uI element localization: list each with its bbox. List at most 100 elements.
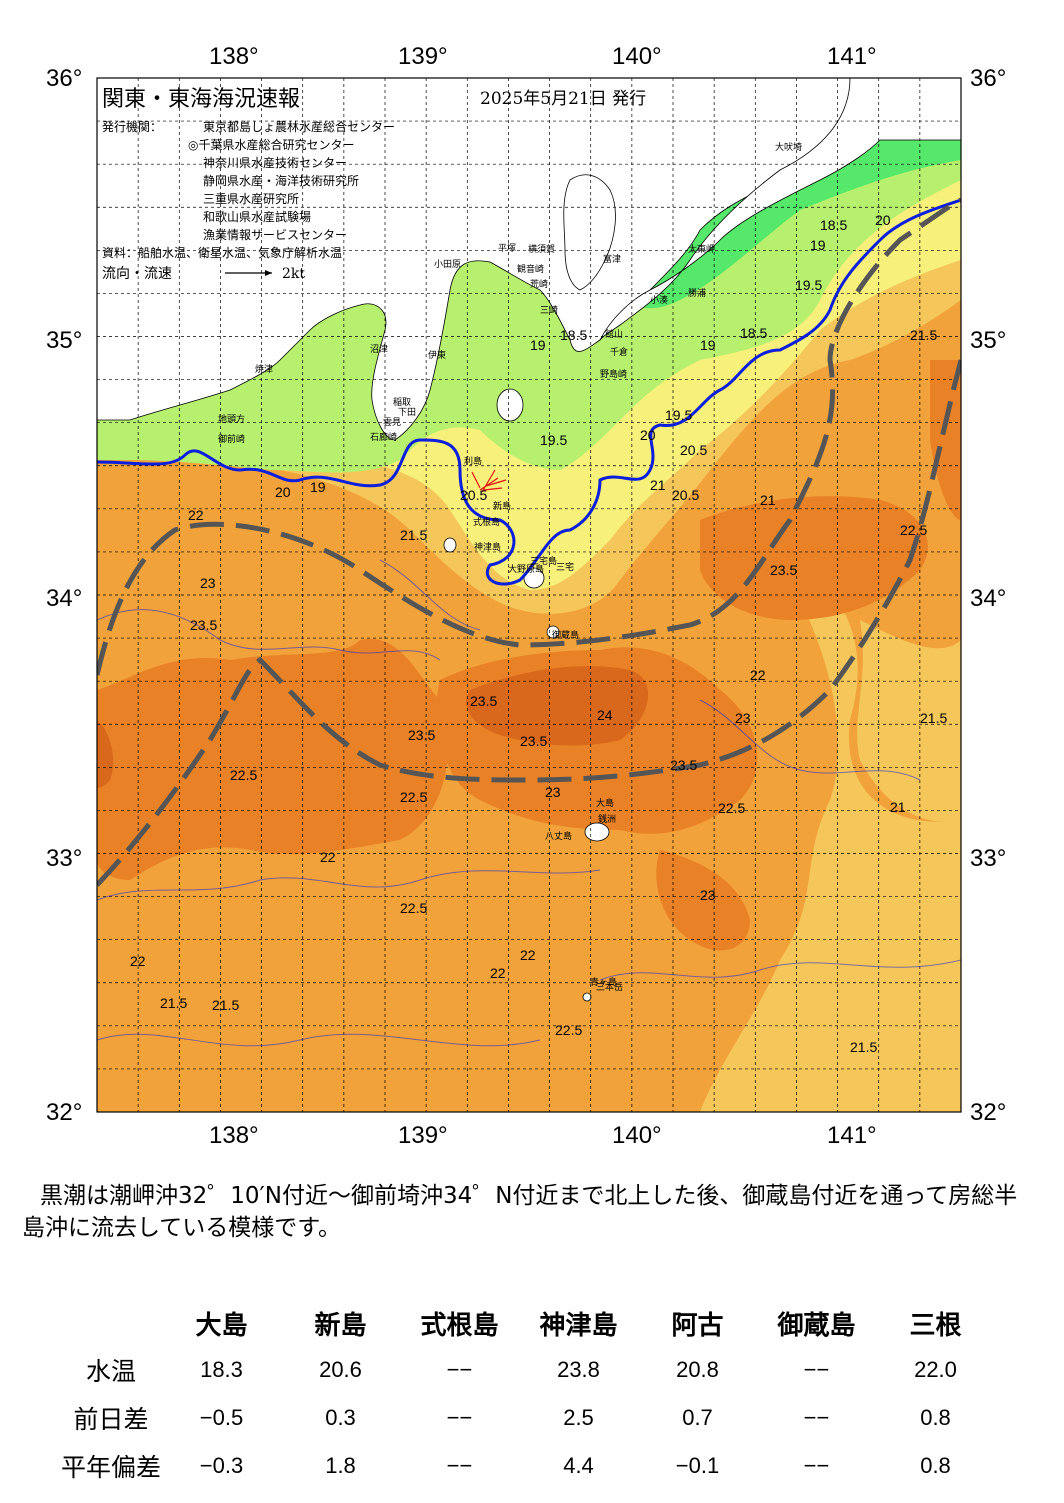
contour-label: 22 bbox=[490, 965, 506, 981]
place-name: 八丈島 bbox=[545, 830, 572, 841]
table-cell: 0.8 bbox=[920, 1453, 951, 1478]
place-name: 伊東 bbox=[428, 349, 446, 360]
place-name: 新島 bbox=[493, 500, 511, 511]
map-border bbox=[96, 77, 962, 1113]
table-cell: 4.4 bbox=[563, 1453, 594, 1478]
kuroshio-axis bbox=[97, 197, 961, 676]
contour-label: 18.5 bbox=[740, 325, 767, 341]
table-cell: 20.8 bbox=[676, 1357, 719, 1382]
lat-lon-grid bbox=[97, 78, 961, 1112]
contour-label: 23.5 bbox=[770, 562, 797, 578]
latitude-label: 35° bbox=[46, 327, 82, 354]
table-cell: 22.0 bbox=[914, 1357, 957, 1382]
place-name: 稲取 bbox=[393, 396, 411, 407]
contour-label: 21.5 bbox=[212, 997, 239, 1013]
place-name: 地頭方 bbox=[218, 413, 245, 424]
tokyo-bay bbox=[563, 174, 616, 291]
temp-band-24-west bbox=[97, 720, 114, 788]
contour-label: 19.5 bbox=[665, 407, 692, 423]
station-header: 御蔵島 bbox=[777, 1310, 856, 1341]
station-header: 新島 bbox=[314, 1310, 367, 1341]
table-cell: 18.3 bbox=[200, 1357, 243, 1382]
current-arrow bbox=[471, 471, 481, 489]
map-svg: 18.5 18.5 18.5 19 19 19 19 19.5 19.5 19.5 20 20 20 20… bbox=[46, 43, 1006, 1149]
data-source: 資料：船舶水温、衛星水温、気象庁解析水温 bbox=[102, 245, 342, 260]
issue-date: 2025年5月21日 発行 bbox=[480, 89, 646, 109]
contour-label: 22.5 bbox=[230, 767, 257, 783]
contour-label: 21 bbox=[760, 492, 776, 508]
station-table: 大島 新島 式根島 神津島 阿古 御蔵島 三根 水温 18.3 20.6 −− 23.8 20.8 −−… bbox=[60, 1300, 995, 1490]
latitude-label: 34° bbox=[970, 585, 1006, 612]
table-row: 前日差 −0.5 0.3 −− 2.5 0.7 −− 0.8 bbox=[60, 1394, 995, 1442]
table-row: 平年偏差 −0.3 1.8 −− 4.4 −0.1 −− 0.8 bbox=[60, 1442, 995, 1490]
station-table-body: 水温 18.3 20.6 −− 23.8 20.8 −− 22.0 前日差 −0.5 0.3 −− 2.… bbox=[60, 1346, 995, 1490]
place-name: 太東岬 bbox=[688, 243, 715, 254]
contour-label: 22 bbox=[130, 953, 146, 969]
place-name: 勝浦 bbox=[688, 287, 706, 298]
place-name: 下田 bbox=[398, 407, 416, 417]
contour-line bbox=[599, 959, 961, 981]
place-name: 青ヶ島 bbox=[590, 976, 617, 987]
contour-label: 22 bbox=[520, 947, 536, 963]
table-cell: 0.7 bbox=[682, 1405, 713, 1430]
table-corner bbox=[60, 1300, 162, 1346]
row-label: 前日差 bbox=[73, 1405, 149, 1434]
sea-temperature-map: 18.5 18.5 18.5 19 19 19 19 19.5 19.5 19.5 20 20 20 20… bbox=[46, 43, 1006, 1149]
longitude-label: 138° bbox=[209, 1122, 259, 1149]
table-cell: 23.8 bbox=[557, 1357, 600, 1382]
place-name: 三崎 bbox=[540, 304, 558, 315]
table-cell: 0.8 bbox=[920, 1405, 951, 1430]
place-name: 小湊 bbox=[650, 294, 668, 305]
table-row: 水温 18.3 20.6 −− 23.8 20.8 −− 22.0 bbox=[60, 1346, 995, 1394]
place-name: 御前崎 bbox=[218, 433, 245, 444]
place-name: 荒崎 bbox=[530, 278, 548, 289]
contour-label: 22 bbox=[188, 507, 204, 523]
map-title: 関東・東海海況速報 bbox=[102, 87, 300, 112]
contour-line bbox=[97, 869, 601, 901]
table-cell: −0.3 bbox=[199, 1453, 244, 1478]
place-name: 小田原 bbox=[434, 259, 461, 269]
issuer-name: 静岡県水産・海洋技術研究所 bbox=[203, 173, 359, 188]
place-name: 銭洲 bbox=[598, 813, 616, 824]
contour-label: 24 bbox=[597, 707, 613, 723]
contour-label: 23.5 bbox=[670, 757, 697, 773]
issuer-list: 東京都島しょ農林水産総合センター ◎千葉県水産総合研究センター神奈川県水産技術セン… bbox=[188, 119, 395, 242]
contour-label: 21.5 bbox=[920, 710, 947, 726]
longitude-label: 140° bbox=[612, 43, 662, 70]
place-name: 館山 bbox=[605, 328, 623, 339]
place-name: 横須賀 bbox=[528, 243, 555, 254]
issuer-name: 神奈川県水産技術センター bbox=[203, 155, 347, 170]
place-name: 神津島 bbox=[474, 541, 501, 552]
longitude-labels-top: 138° 139° 140° 141° bbox=[209, 43, 877, 70]
contour-label: 23.5 bbox=[408, 727, 435, 743]
place-name: 利島 bbox=[464, 455, 482, 466]
temp-band-23-east-edge bbox=[930, 360, 961, 520]
contour-label: 22.5 bbox=[400, 900, 427, 916]
current-vectors bbox=[471, 469, 507, 493]
contour-line bbox=[97, 1033, 541, 1047]
longitude-label: 141° bbox=[827, 43, 877, 70]
place-name: 三宅島 bbox=[530, 555, 557, 566]
latitude-label: 33° bbox=[46, 845, 82, 872]
contour-label: 23 bbox=[200, 575, 216, 591]
station-header: 阿古 bbox=[671, 1310, 724, 1341]
niijima-island bbox=[443, 537, 457, 553]
contour-label: 21.5 bbox=[850, 1039, 877, 1055]
contour-label: 20 bbox=[275, 484, 291, 500]
place-name: 式根島 bbox=[473, 516, 500, 527]
summary-text: 黒潮は潮岬沖32゜10′N付近～御前埼沖34゜N付近まで北上した後、御蔵島付近を… bbox=[22, 1183, 1018, 1241]
place-name: 大野原島 bbox=[508, 563, 544, 574]
arrowhead-icon bbox=[265, 270, 272, 276]
temp-band-21-east bbox=[700, 560, 961, 1112]
latitude-label: 32° bbox=[970, 1099, 1006, 1126]
latitude-label: 32° bbox=[46, 1099, 82, 1126]
issuer-name: 和歌山県水産試験場 bbox=[203, 209, 311, 224]
contour-label: 19 bbox=[530, 337, 546, 353]
longitude-label: 139° bbox=[398, 43, 448, 70]
longitude-label: 138° bbox=[209, 43, 259, 70]
contour-label: 22 bbox=[320, 849, 336, 865]
temp-band-24-central bbox=[466, 666, 649, 746]
table-cell: 0.3 bbox=[325, 1405, 356, 1430]
contour-label: 22.5 bbox=[555, 1022, 582, 1038]
contour-label: 19 bbox=[700, 337, 716, 353]
